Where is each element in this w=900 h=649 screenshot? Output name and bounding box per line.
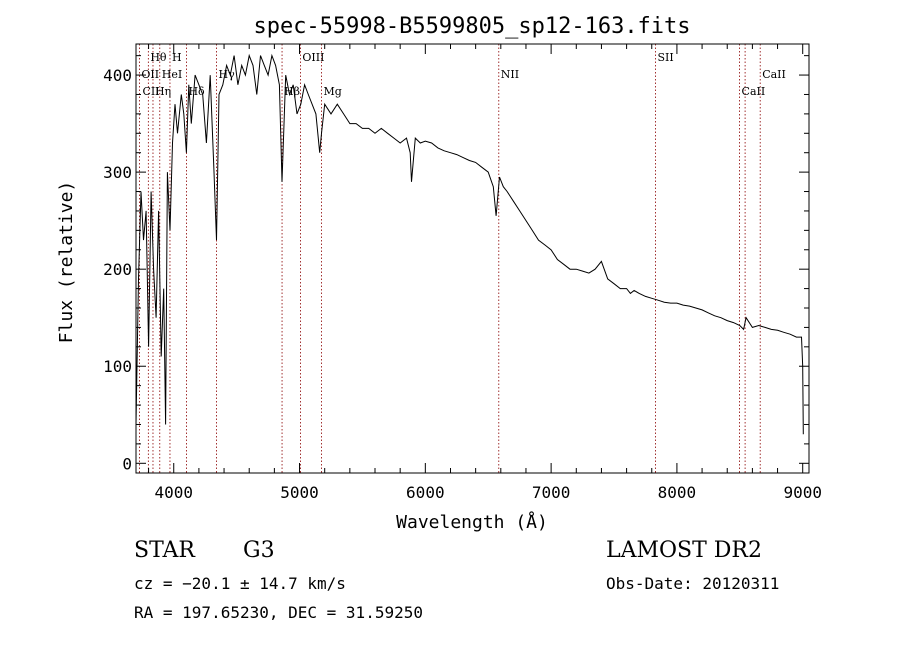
chart-title: spec-55998-B5599805_sp12-163.fits: [253, 14, 690, 39]
y-tick-label: 300: [103, 163, 132, 182]
y-tick-label: 400: [103, 66, 132, 85]
line-label: CaII: [742, 85, 766, 98]
survey-name: LAMOST DR2: [606, 538, 762, 563]
line-label: SII: [658, 51, 674, 64]
line-label: Hδ: [188, 85, 205, 98]
x-tick-label: 4000: [154, 483, 193, 502]
x-tick-label: 5000: [280, 483, 319, 502]
object-subclass: G3: [243, 538, 275, 563]
redshift-cz: cz = −20.1 ± 14.7 km/s: [134, 574, 346, 593]
y-tick-label: 200: [103, 260, 132, 279]
x-tick-label: 7000: [532, 483, 571, 502]
line-label: CaII: [762, 68, 786, 81]
obs-date: Obs-Date: 20120311: [606, 574, 780, 593]
line-label: HeI: [162, 68, 182, 81]
line-label: NII: [501, 68, 519, 81]
y-axis-label: Flux (relative): [56, 181, 77, 344]
y-tick-label: 100: [103, 357, 132, 376]
object-class: STAR: [134, 538, 195, 563]
line-label: OII: [141, 68, 159, 81]
line-label: Mg: [324, 85, 342, 98]
plot-frame: [135, 43, 810, 474]
coordinates: RA = 197.65230, DEC = 31.59250: [134, 603, 423, 622]
line-label: Hγ: [219, 68, 236, 81]
x-tick-label: 8000: [658, 483, 697, 502]
spectrum-series-line: [135, 53, 804, 435]
line-label: OIII: [302, 51, 324, 64]
marker-lines: [138, 44, 761, 473]
axis-ticks: 4000 5000 6000 7000 8000 9000 0 100 200 300 400: [103, 44, 822, 502]
line-label: Hθ: [150, 51, 167, 64]
x-axis-label: Wavelength (Å): [396, 511, 548, 533]
y-tick-label: 0: [122, 454, 132, 473]
x-tick-label: 6000: [406, 483, 445, 502]
line-label: CII: [143, 85, 160, 98]
line-label: H: [172, 51, 182, 64]
x-tick-label: 9000: [783, 483, 822, 502]
line-label: Hη: [155, 85, 171, 98]
